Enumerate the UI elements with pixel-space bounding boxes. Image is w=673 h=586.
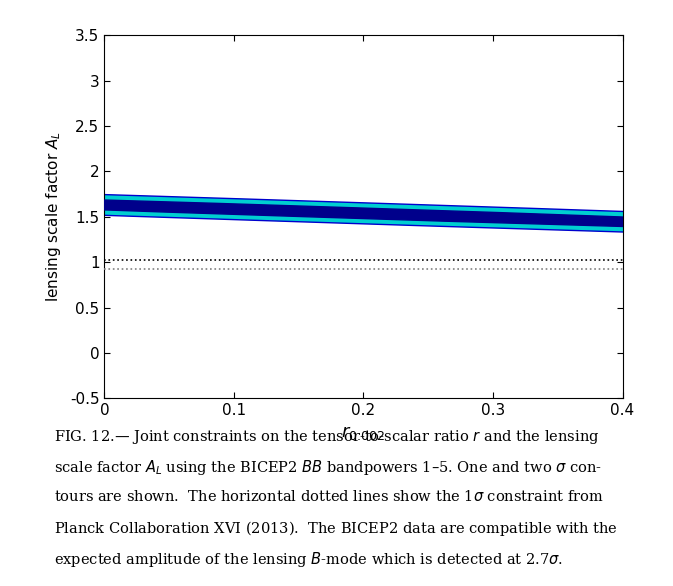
Text: tours are shown.  The horizontal dotted lines show the 1$\sigma$ constraint from: tours are shown. The horizontal dotted l… — [54, 489, 604, 504]
Text: F$\mathregular{IG}$. 12.— Joint constraints on the tensor-to-scalar ratio $r$ an: F$\mathregular{IG}$. 12.— Joint constrai… — [54, 428, 600, 446]
Text: Planck Collaboration XVI (2013).  The B$\mathregular{ICEP}$2 data are compatible: Planck Collaboration XVI (2013). The B$\… — [54, 519, 618, 538]
Text: scale factor $A_L$ using the B$\mathregular{ICEP}$2 $BB$ bandpowers 1–5. One and: scale factor $A_L$ using the B$\mathregu… — [54, 458, 602, 477]
X-axis label: $r_{0.002}$: $r_{0.002}$ — [341, 424, 386, 442]
Y-axis label: lensing scale factor $A_L$: lensing scale factor $A_L$ — [44, 131, 63, 302]
Ellipse shape — [0, 189, 673, 236]
Text: expected amplitude of the lensing $B$-mode which is detected at 2.7$\sigma$.: expected amplitude of the lensing $B$-mo… — [54, 550, 563, 568]
Ellipse shape — [0, 165, 673, 260]
